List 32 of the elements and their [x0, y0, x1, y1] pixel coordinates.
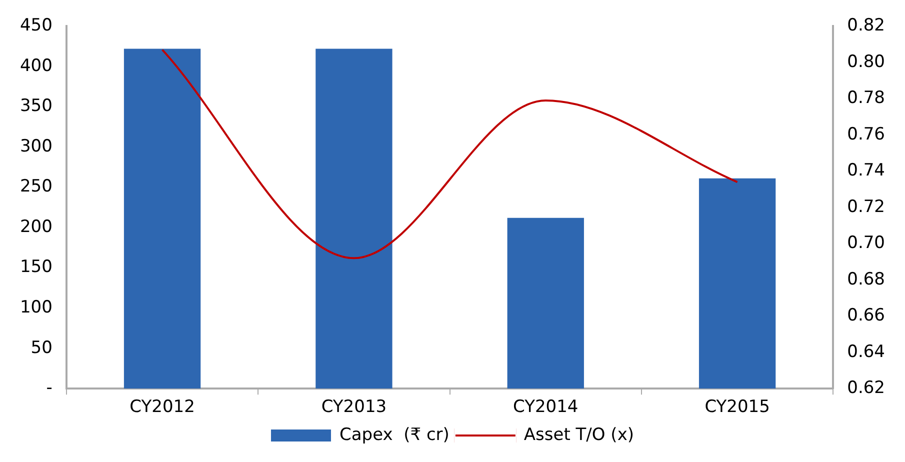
x-tick-label: CY2015 [704, 397, 770, 418]
y2-tick-label: 0.66 [847, 306, 886, 326]
y-tick-label: 200 [20, 216, 52, 237]
y2-tick-label: 0.64 [847, 342, 886, 362]
legend-label: Asset T/O (x) [524, 424, 634, 445]
y2-tick-label: 0.70 [847, 233, 886, 254]
y2-tick-label: 0.62 [847, 378, 886, 398]
y-tick-label: 350 [20, 96, 52, 116]
x-tick-label: CY2012 [130, 397, 195, 418]
y2-tick-label: 0.74 [847, 160, 886, 181]
y-tick-label: - [46, 378, 52, 398]
y-tick-label: 50 [30, 338, 52, 358]
y2-tick-label: 0.82 [847, 16, 886, 36]
y2-tick-label: 0.80 [847, 52, 886, 72]
y-tick-label: 250 [20, 176, 52, 197]
line-series [161, 48, 738, 260]
bar [698, 178, 776, 389]
x-tick-label: CY2013 [321, 397, 387, 418]
y2-tick-label: 0.78 [847, 88, 886, 108]
bar [124, 48, 201, 389]
y2-tick-label: 0.72 [847, 196, 886, 217]
y-tick-label: 450 [20, 16, 52, 36]
bar [507, 218, 584, 389]
legend-label: Capex (₹ cr) [339, 424, 450, 445]
y-tick-label: 100 [20, 297, 52, 318]
y-tick-label: 400 [20, 56, 52, 76]
y-tick-label: 150 [20, 257, 52, 278]
y2-tick-label: 0.76 [847, 124, 886, 144]
y-tick-label: 300 [20, 136, 52, 156]
x-tick-label: CY2014 [513, 397, 578, 418]
y2-tick-label: 0.68 [847, 269, 886, 290]
bar [316, 48, 392, 389]
